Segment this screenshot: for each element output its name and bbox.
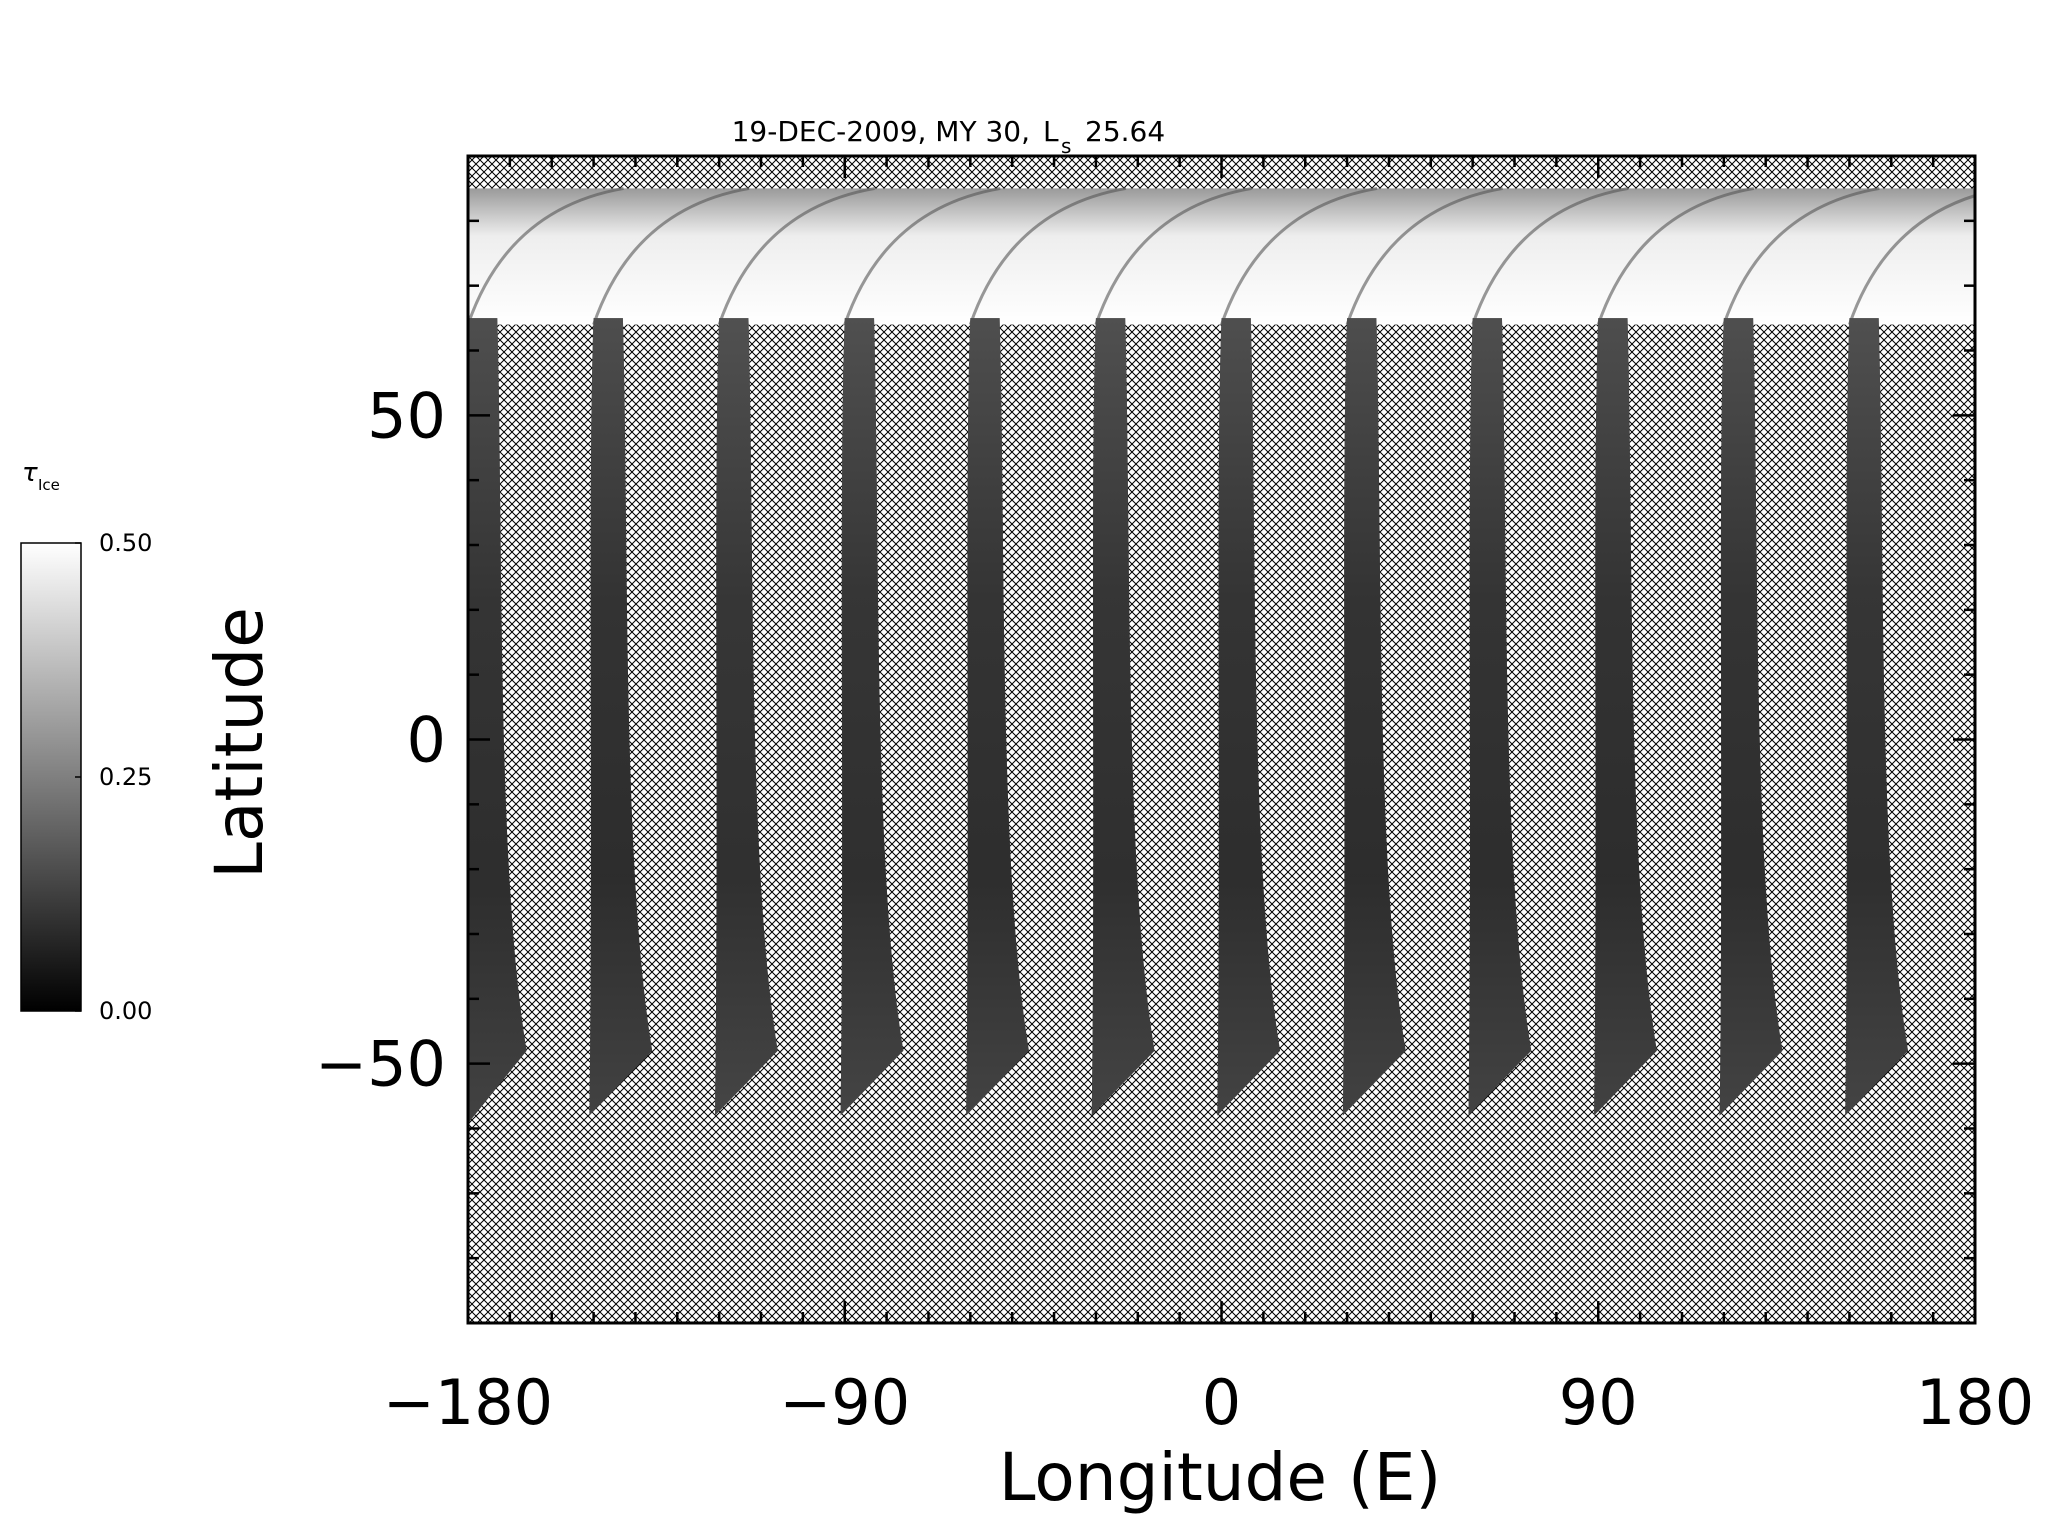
colorbar-symbol: τ: [22, 458, 38, 488]
north-cap-band: [468, 188, 1975, 325]
x-axis-label: Longitude (E): [999, 1439, 1441, 1516]
cap-seam: [1471, 186, 1629, 326]
colorbar-gradient: [20, 542, 82, 1012]
plot-area: [466, 154, 1977, 1325]
swath-shading: [1845, 318, 1909, 1116]
swath-shading: [589, 318, 653, 1116]
x-tick-label: 180: [1916, 1366, 2034, 1439]
cap-seam: [1596, 186, 1755, 326]
cap-seam: [1220, 186, 1378, 326]
colorbar-ticks: 0.50 0.25 0.00: [75, 529, 152, 1025]
y-axis-tick-labels: −50 0 50: [315, 379, 446, 1100]
swath-shading: [1091, 318, 1155, 1116]
swath-shading: [468, 318, 527, 1124]
swath-shading: [1594, 318, 1657, 1116]
colorbar-subscript: Ice: [38, 476, 60, 494]
cap-seam: [968, 186, 1127, 326]
x-axis-ticks: [466, 156, 1977, 1323]
swath-shading: [1468, 318, 1532, 1116]
cap-seam: [1345, 186, 1503, 326]
cap-seam: [468, 186, 624, 326]
cap-seam: [843, 186, 1001, 326]
swath-shading: [966, 318, 1029, 1116]
title-ls-subscript: s: [1061, 134, 1071, 158]
colorbar-tick-label: 0.00: [99, 997, 152, 1025]
title-ls-symbol: L: [1043, 115, 1059, 148]
y-axis-label: Latitude: [201, 607, 278, 879]
colorbar: τ Ice 0.50 0.25 0.00: [20, 458, 152, 1025]
swath-shading: [840, 318, 904, 1116]
cap-seam: [592, 186, 750, 326]
cap-seam: [717, 186, 876, 326]
cap-seam: [1094, 186, 1252, 326]
colorbar-tick-label: 0.50: [99, 529, 152, 557]
cap-seam: [1722, 186, 1880, 326]
title-ls-value: 25.64: [1085, 115, 1165, 148]
y-tick-label: −50: [315, 1028, 446, 1101]
colorbar-tick-label: 0.25: [99, 763, 152, 791]
title-date: 19-DEC-2009, MY 30,: [732, 115, 1030, 148]
chart-title: 19-DEC-2009, MY 30, L s 25.64: [732, 115, 1166, 158]
swath-shading: [714, 318, 778, 1116]
x-tick-label: −90: [779, 1366, 910, 1439]
y-tick-label: 50: [367, 379, 446, 452]
cap-seam: [1848, 194, 1975, 326]
x-tick-label: −180: [383, 1366, 553, 1439]
y-tick-label: 0: [407, 704, 446, 777]
swath-shading: [1217, 318, 1281, 1116]
y-axis-ticks: [468, 154, 1975, 1325]
swath-shading: [1719, 318, 1783, 1116]
x-axis-tick-labels: −180 −90 0 90 180: [383, 1366, 2034, 1439]
swath-shading: [1342, 318, 1406, 1116]
x-tick-label: 0: [1202, 1366, 1241, 1439]
x-tick-label: 90: [1559, 1366, 1638, 1439]
